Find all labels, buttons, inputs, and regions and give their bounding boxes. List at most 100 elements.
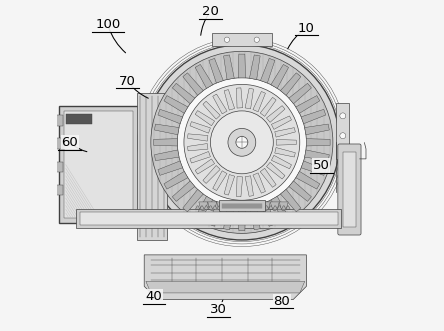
Polygon shape: [183, 73, 203, 95]
Polygon shape: [224, 55, 234, 79]
Polygon shape: [260, 206, 264, 209]
Text: 30: 30: [210, 303, 227, 316]
Polygon shape: [251, 206, 256, 209]
Polygon shape: [336, 103, 349, 159]
Polygon shape: [203, 101, 220, 119]
Polygon shape: [154, 139, 178, 146]
Polygon shape: [195, 65, 213, 88]
FancyBboxPatch shape: [64, 111, 133, 218]
Polygon shape: [253, 91, 266, 112]
Polygon shape: [155, 124, 179, 135]
Text: 20: 20: [202, 5, 219, 18]
Circle shape: [340, 113, 346, 119]
Polygon shape: [213, 94, 227, 114]
Polygon shape: [266, 162, 285, 179]
Polygon shape: [238, 207, 246, 231]
Polygon shape: [289, 181, 311, 201]
Polygon shape: [195, 111, 214, 126]
Circle shape: [340, 133, 346, 139]
Polygon shape: [213, 206, 217, 209]
Polygon shape: [226, 206, 230, 209]
Polygon shape: [275, 148, 295, 157]
FancyBboxPatch shape: [219, 200, 265, 211]
Polygon shape: [277, 206, 281, 209]
Polygon shape: [199, 202, 208, 211]
Polygon shape: [281, 206, 286, 209]
Circle shape: [224, 37, 230, 42]
Polygon shape: [273, 206, 277, 209]
Polygon shape: [269, 206, 273, 209]
Polygon shape: [226, 202, 234, 211]
Polygon shape: [217, 206, 222, 209]
Polygon shape: [187, 144, 208, 151]
Polygon shape: [209, 58, 223, 83]
Text: 100: 100: [95, 18, 120, 31]
Polygon shape: [247, 206, 251, 209]
Text: 10: 10: [298, 22, 315, 35]
Polygon shape: [183, 189, 203, 212]
Polygon shape: [146, 281, 305, 293]
Polygon shape: [195, 206, 200, 209]
Polygon shape: [275, 128, 295, 137]
Polygon shape: [164, 96, 188, 113]
Polygon shape: [305, 150, 329, 161]
FancyBboxPatch shape: [338, 144, 361, 235]
Polygon shape: [158, 161, 182, 175]
Polygon shape: [237, 176, 243, 197]
Polygon shape: [245, 176, 254, 196]
FancyBboxPatch shape: [55, 185, 63, 195]
Polygon shape: [222, 206, 226, 209]
Circle shape: [144, 45, 340, 240]
Polygon shape: [243, 202, 253, 211]
Text: 80: 80: [273, 295, 290, 308]
Polygon shape: [234, 202, 243, 211]
FancyBboxPatch shape: [343, 152, 356, 227]
Text: 70: 70: [119, 74, 136, 88]
Polygon shape: [237, 88, 243, 108]
Text: 40: 40: [146, 290, 163, 303]
Polygon shape: [266, 106, 285, 122]
Polygon shape: [144, 255, 306, 300]
Polygon shape: [195, 159, 214, 174]
Polygon shape: [204, 206, 208, 209]
Text: 50: 50: [313, 159, 330, 172]
Polygon shape: [271, 65, 289, 88]
Polygon shape: [301, 109, 326, 124]
Polygon shape: [208, 202, 217, 211]
Polygon shape: [224, 205, 234, 230]
Polygon shape: [203, 166, 220, 183]
Polygon shape: [187, 134, 208, 141]
FancyBboxPatch shape: [55, 115, 63, 126]
Polygon shape: [238, 54, 246, 78]
Polygon shape: [224, 90, 235, 110]
Polygon shape: [270, 202, 279, 211]
Polygon shape: [209, 202, 223, 226]
Polygon shape: [250, 205, 260, 230]
Circle shape: [184, 84, 300, 200]
Polygon shape: [172, 181, 195, 201]
FancyBboxPatch shape: [79, 212, 338, 225]
Polygon shape: [238, 206, 243, 209]
FancyBboxPatch shape: [66, 114, 92, 124]
Circle shape: [151, 51, 333, 233]
Polygon shape: [271, 196, 289, 220]
Polygon shape: [261, 58, 275, 83]
Polygon shape: [253, 173, 266, 193]
FancyBboxPatch shape: [137, 93, 167, 240]
Polygon shape: [271, 155, 291, 169]
Polygon shape: [245, 88, 254, 109]
Text: 60: 60: [61, 136, 78, 149]
Polygon shape: [305, 124, 329, 135]
Polygon shape: [243, 206, 247, 209]
Polygon shape: [200, 206, 204, 209]
Polygon shape: [256, 206, 260, 209]
Circle shape: [210, 111, 274, 174]
Circle shape: [177, 78, 306, 207]
Polygon shape: [260, 168, 276, 187]
Polygon shape: [217, 202, 226, 211]
Polygon shape: [208, 206, 213, 209]
Polygon shape: [281, 73, 301, 95]
Polygon shape: [276, 139, 296, 145]
Polygon shape: [172, 83, 195, 104]
Polygon shape: [260, 97, 276, 117]
